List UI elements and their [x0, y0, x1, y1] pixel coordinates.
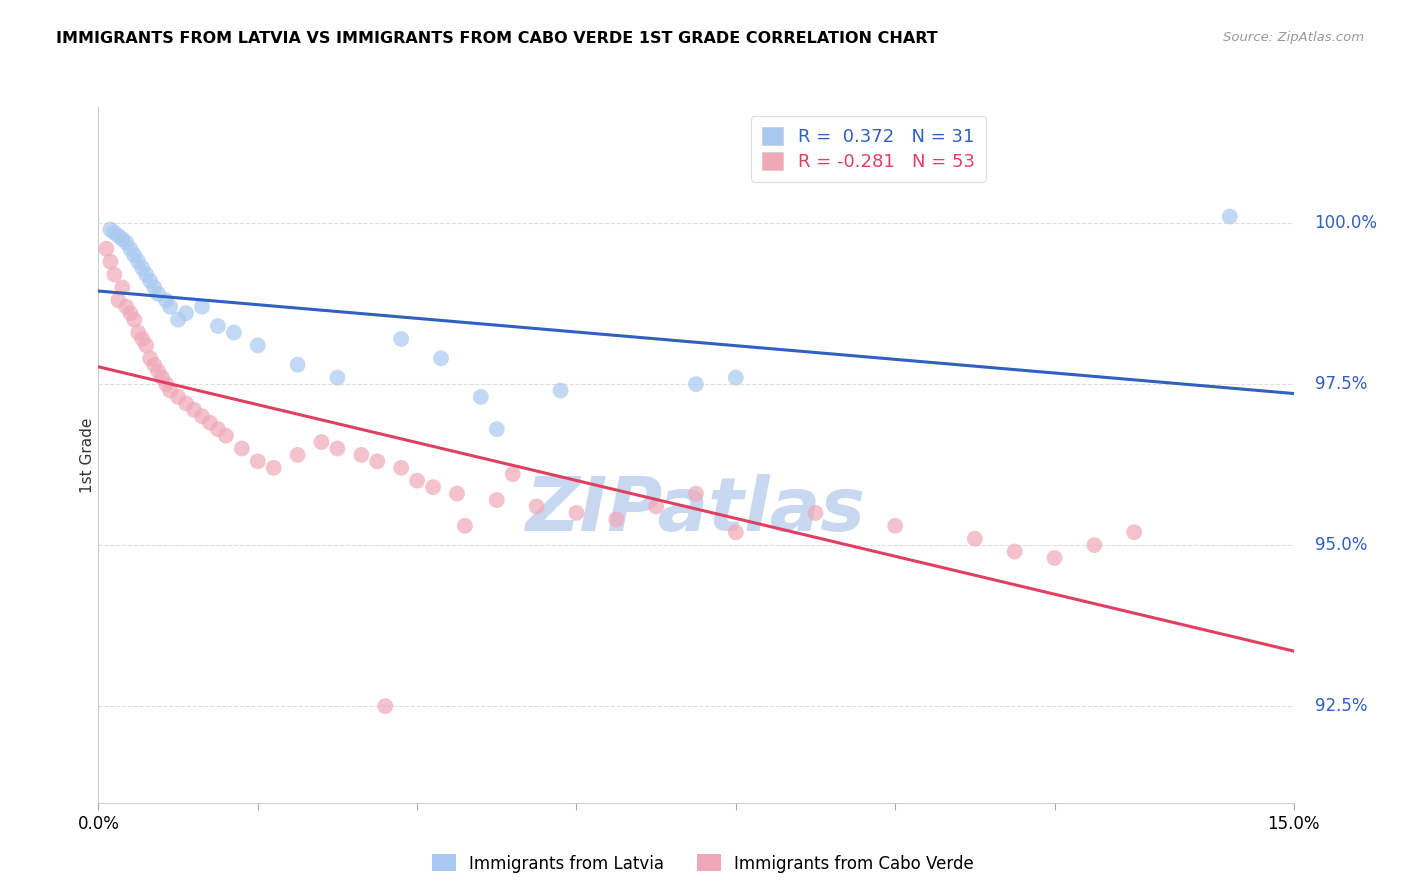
- Point: [1043, 551, 1066, 566]
- Point: [1004, 544, 1026, 558]
- Point: [111, 280, 134, 294]
- Point: [366, 454, 388, 468]
- Legend: Immigrants from Latvia, Immigrants from Cabo Verde: Immigrants from Latvia, Immigrants from …: [426, 847, 980, 880]
- Point: [148, 286, 170, 301]
- Point: [963, 532, 986, 546]
- Point: [454, 518, 477, 533]
- Point: [526, 500, 548, 514]
- Point: [124, 248, 146, 262]
- Point: [389, 460, 412, 475]
- Point: [485, 493, 508, 508]
- Point: [389, 332, 412, 346]
- Point: [155, 377, 177, 392]
- Point: [287, 358, 309, 372]
- Point: [96, 242, 118, 256]
- Point: [326, 370, 349, 384]
- Point: [804, 506, 827, 520]
- Point: [685, 486, 707, 500]
- Point: [645, 500, 668, 514]
- Point: [565, 506, 588, 520]
- Point: [159, 300, 181, 314]
- Point: [446, 486, 468, 500]
- Point: [207, 319, 229, 334]
- Point: [155, 293, 177, 308]
- Point: [148, 364, 170, 378]
- Point: [1083, 538, 1105, 552]
- Point: [131, 332, 153, 346]
- Point: [191, 409, 214, 424]
- Text: Source: ZipAtlas.com: Source: ZipAtlas.com: [1223, 31, 1364, 45]
- Point: [107, 228, 129, 243]
- Point: [422, 480, 444, 494]
- Point: [231, 442, 253, 456]
- Point: [150, 370, 173, 384]
- Point: [222, 326, 245, 340]
- Point: [246, 454, 269, 468]
- Point: [246, 338, 269, 352]
- Text: 100.0%: 100.0%: [1315, 214, 1378, 232]
- Point: [502, 467, 524, 482]
- Text: 97.5%: 97.5%: [1315, 375, 1367, 393]
- Point: [183, 402, 205, 417]
- Point: [111, 232, 134, 246]
- Point: [131, 261, 153, 276]
- Point: [311, 435, 333, 450]
- Point: [550, 384, 572, 398]
- Point: [139, 274, 162, 288]
- Point: [215, 428, 238, 442]
- Point: [135, 268, 157, 282]
- Point: [1219, 210, 1241, 224]
- Point: [605, 512, 627, 526]
- Point: [143, 280, 166, 294]
- Point: [198, 416, 221, 430]
- Point: [135, 338, 157, 352]
- Point: [139, 351, 162, 366]
- Point: [485, 422, 508, 436]
- Point: [98, 222, 122, 236]
- Point: [167, 390, 190, 404]
- Y-axis label: 1st Grade: 1st Grade: [80, 417, 94, 492]
- Point: [124, 312, 146, 326]
- Point: [115, 300, 138, 314]
- Point: [207, 422, 229, 436]
- Point: [103, 268, 125, 282]
- Point: [167, 312, 190, 326]
- Point: [326, 442, 349, 456]
- Text: 92.5%: 92.5%: [1315, 698, 1367, 715]
- Point: [127, 326, 149, 340]
- Point: [263, 460, 285, 475]
- Point: [127, 254, 149, 268]
- Point: [191, 300, 214, 314]
- Point: [430, 351, 453, 366]
- Point: [143, 358, 166, 372]
- Point: [174, 306, 197, 320]
- Point: [287, 448, 309, 462]
- Legend: R =  0.372   N = 31, R = -0.281   N = 53: R = 0.372 N = 31, R = -0.281 N = 53: [751, 116, 986, 182]
- Point: [98, 254, 122, 268]
- Point: [350, 448, 373, 462]
- Point: [1123, 525, 1146, 540]
- Point: [120, 242, 142, 256]
- Point: [115, 235, 138, 250]
- Point: [470, 390, 492, 404]
- Text: IMMIGRANTS FROM LATVIA VS IMMIGRANTS FROM CABO VERDE 1ST GRADE CORRELATION CHART: IMMIGRANTS FROM LATVIA VS IMMIGRANTS FRO…: [56, 31, 938, 46]
- Point: [374, 699, 396, 714]
- Point: [884, 518, 907, 533]
- Point: [724, 525, 747, 540]
- Point: [174, 396, 197, 410]
- Point: [103, 226, 125, 240]
- Point: [107, 293, 129, 308]
- Point: [406, 474, 429, 488]
- Text: 95.0%: 95.0%: [1315, 536, 1367, 554]
- Point: [724, 370, 747, 384]
- Point: [159, 384, 181, 398]
- Point: [685, 377, 707, 392]
- Point: [120, 306, 142, 320]
- Text: ZIPatlas: ZIPatlas: [526, 474, 866, 547]
